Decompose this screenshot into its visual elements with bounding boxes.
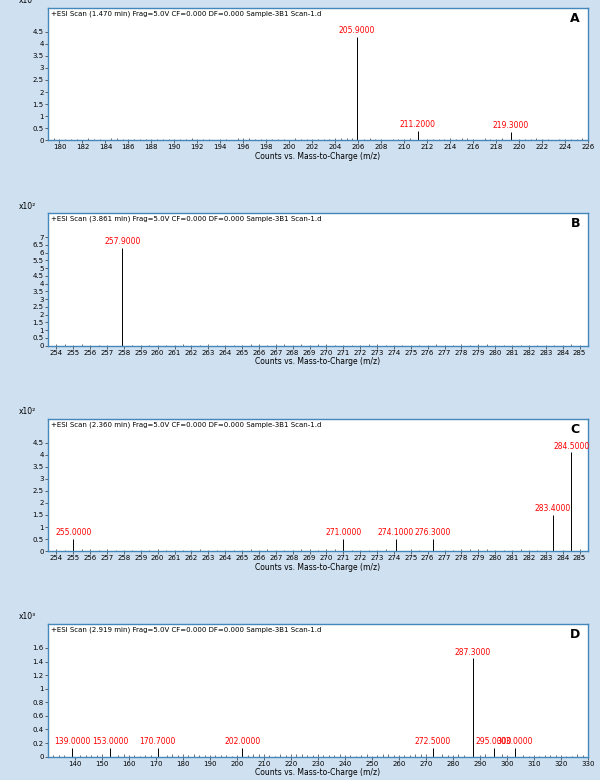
Text: 303.0000: 303.0000 <box>497 737 533 746</box>
Text: 274.1000: 274.1000 <box>377 529 414 537</box>
Text: D: D <box>569 628 580 641</box>
Text: +ESI Scan (3.861 min) Frag=5.0V CF=0.000 DF=0.000 Sample-3B1 Scan-1.d: +ESI Scan (3.861 min) Frag=5.0V CF=0.000… <box>50 216 321 222</box>
Text: 284.5000: 284.5000 <box>553 441 589 451</box>
Text: B: B <box>571 217 580 230</box>
Text: 272.5000: 272.5000 <box>415 737 451 746</box>
Text: x10³: x10³ <box>19 612 35 622</box>
Text: 276.3000: 276.3000 <box>415 529 451 537</box>
Text: 295.0000: 295.0000 <box>475 737 512 746</box>
Text: 219.3000: 219.3000 <box>493 121 529 130</box>
X-axis label: Counts vs. Mass-to-Charge (m/z): Counts vs. Mass-to-Charge (m/z) <box>256 357 380 367</box>
Text: 205.9000: 205.9000 <box>339 26 375 35</box>
Text: 283.4000: 283.4000 <box>535 505 571 513</box>
X-axis label: Counts vs. Mass-to-Charge (m/z): Counts vs. Mass-to-Charge (m/z) <box>256 768 380 777</box>
Text: 271.0000: 271.0000 <box>325 529 361 537</box>
Text: 255.0000: 255.0000 <box>55 529 91 537</box>
Text: +ESI Scan (2.360 min) Frag=5.0V CF=0.000 DF=0.000 Sample-3B1 Scan-1.d: +ESI Scan (2.360 min) Frag=5.0V CF=0.000… <box>50 421 321 427</box>
Text: x10²: x10² <box>19 201 35 211</box>
Text: C: C <box>571 423 580 435</box>
Text: A: A <box>570 12 580 25</box>
Text: 139.0000: 139.0000 <box>54 737 91 746</box>
Text: x10²: x10² <box>19 407 35 416</box>
Text: 211.2000: 211.2000 <box>400 120 436 129</box>
Text: 153.0000: 153.0000 <box>92 737 128 746</box>
Text: x10²: x10² <box>19 0 35 5</box>
Text: +ESI Scan (1.470 min) Frag=5.0V CF=0.000 DF=0.000 Sample-3B1 Scan-1.d: +ESI Scan (1.470 min) Frag=5.0V CF=0.000… <box>50 10 321 17</box>
Text: 202.0000: 202.0000 <box>224 737 260 746</box>
Text: 170.7000: 170.7000 <box>140 737 176 746</box>
X-axis label: Counts vs. Mass-to-Charge (m/z): Counts vs. Mass-to-Charge (m/z) <box>256 562 380 572</box>
Text: 287.3000: 287.3000 <box>455 647 491 657</box>
Text: 257.9000: 257.9000 <box>104 237 140 246</box>
Text: +ESI Scan (2.919 min) Frag=5.0V CF=0.000 DF=0.000 Sample-3B1 Scan-1.d: +ESI Scan (2.919 min) Frag=5.0V CF=0.000… <box>50 626 321 633</box>
X-axis label: Counts vs. Mass-to-Charge (m/z): Counts vs. Mass-to-Charge (m/z) <box>256 152 380 161</box>
